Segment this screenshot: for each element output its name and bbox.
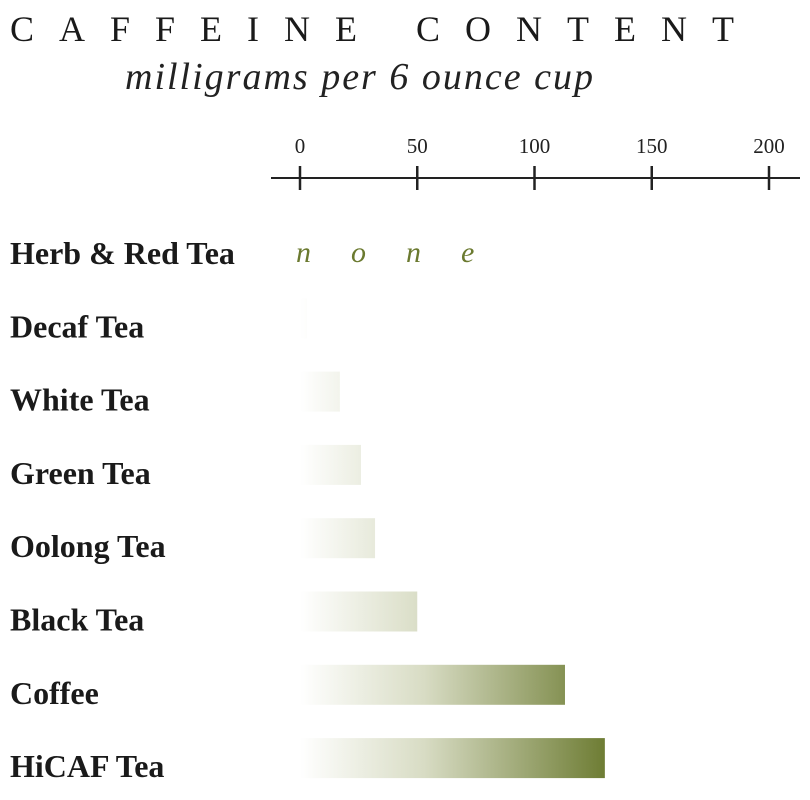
x-tick-label: 0 (295, 134, 306, 158)
bar (300, 738, 605, 779)
bar (300, 591, 418, 632)
bar (300, 664, 565, 705)
category-label: Black Tea (10, 602, 144, 638)
category-label: Green Tea (10, 455, 151, 491)
bar (300, 298, 308, 339)
category-label: Herb & Red Tea (10, 235, 235, 271)
category-label: White Tea (10, 382, 150, 418)
x-tick-label: 150 (636, 134, 668, 158)
category-label: Oolong Tea (10, 528, 166, 564)
category-label: HiCAF Tea (10, 748, 164, 784)
category-label: Coffee (10, 675, 99, 711)
bar-annotation: none (296, 236, 514, 269)
bar (300, 518, 376, 559)
bar (300, 444, 361, 485)
x-tick-label: 50 (407, 134, 428, 158)
x-tick-label: 200 (753, 134, 785, 158)
chart-subtitle: milligrams per 6 ounce cup (125, 56, 595, 98)
x-tick-label: 100 (519, 134, 551, 158)
category-label: Decaf Tea (10, 308, 144, 344)
bar (300, 371, 340, 412)
chart-title: CAFFEINE CONTENT (10, 9, 759, 49)
